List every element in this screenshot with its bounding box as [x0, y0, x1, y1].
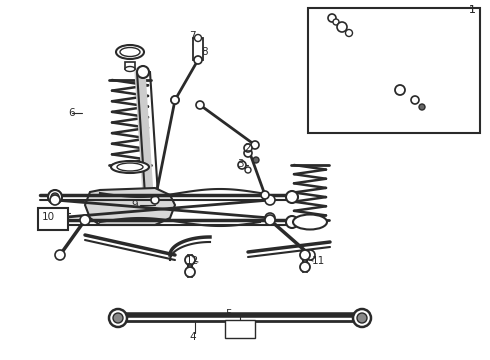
Text: 3: 3 [237, 159, 244, 169]
Circle shape [80, 215, 90, 225]
Circle shape [151, 196, 159, 204]
Circle shape [244, 149, 252, 157]
Text: 1: 1 [468, 5, 475, 15]
Circle shape [48, 215, 62, 229]
Circle shape [337, 22, 347, 32]
Circle shape [113, 313, 123, 323]
Circle shape [333, 19, 339, 25]
Circle shape [286, 216, 298, 228]
Circle shape [245, 167, 251, 173]
Circle shape [185, 267, 195, 277]
Text: 2: 2 [245, 143, 251, 153]
Text: 11: 11 [311, 256, 324, 266]
Text: 12: 12 [185, 256, 198, 266]
Bar [125, 62, 135, 69]
Circle shape [137, 66, 149, 78]
Circle shape [253, 157, 259, 163]
Bar [38, 208, 68, 230]
Circle shape [305, 250, 315, 260]
Bar [193, 38, 203, 60]
Circle shape [50, 195, 60, 205]
Circle shape [419, 104, 425, 110]
Text: 6: 6 [69, 108, 75, 118]
Circle shape [300, 262, 310, 272]
Circle shape [345, 30, 352, 36]
Circle shape [51, 193, 59, 201]
Ellipse shape [125, 67, 135, 72]
Circle shape [194, 56, 202, 64]
Circle shape [171, 96, 179, 104]
Circle shape [55, 250, 65, 260]
Text: 8: 8 [202, 47, 208, 57]
Circle shape [265, 215, 275, 225]
Circle shape [395, 85, 405, 95]
Circle shape [185, 255, 195, 265]
Text: 7: 7 [189, 31, 196, 41]
Circle shape [251, 141, 259, 149]
Circle shape [51, 218, 59, 226]
Circle shape [238, 161, 246, 169]
Ellipse shape [293, 215, 327, 230]
Circle shape [196, 101, 204, 109]
Circle shape [357, 313, 367, 323]
Ellipse shape [111, 161, 149, 173]
Ellipse shape [117, 163, 143, 171]
Circle shape [109, 309, 127, 327]
Circle shape [171, 96, 179, 104]
Circle shape [244, 144, 252, 152]
Text: 1: 1 [469, 5, 475, 15]
Circle shape [195, 35, 201, 41]
Text: 10: 10 [42, 212, 54, 222]
Bar [308, 8, 480, 133]
Circle shape [195, 57, 201, 63]
Circle shape [48, 190, 62, 204]
Circle shape [50, 213, 60, 223]
Circle shape [261, 191, 269, 199]
Text: 4: 4 [190, 332, 196, 342]
Circle shape [328, 14, 336, 22]
Text: 5: 5 [225, 309, 231, 319]
Ellipse shape [120, 48, 140, 57]
Circle shape [286, 191, 298, 203]
Ellipse shape [116, 45, 144, 59]
Circle shape [265, 213, 275, 223]
Text: 9: 9 [132, 200, 138, 210]
Circle shape [411, 96, 419, 104]
Circle shape [300, 250, 310, 260]
Bar [225, 320, 255, 338]
Circle shape [353, 309, 371, 327]
Polygon shape [85, 188, 175, 225]
Circle shape [265, 195, 275, 205]
